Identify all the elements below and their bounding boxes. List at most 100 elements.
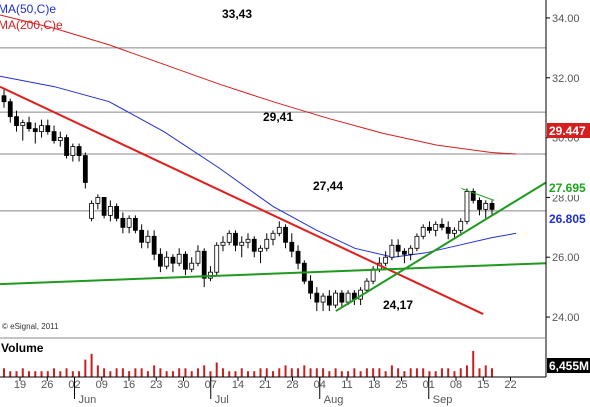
candle-body xyxy=(158,253,163,267)
candle-body xyxy=(370,268,376,282)
volume-bar xyxy=(21,368,24,377)
volume-badge-label: 6,455M xyxy=(549,359,589,373)
price-badges: 29.447 27.695 26.805 xyxy=(547,123,590,226)
volume-bar xyxy=(447,368,450,377)
day-label: 15 xyxy=(477,379,489,391)
volume-badge-bg xyxy=(547,358,590,373)
ma200-line xyxy=(0,14,517,155)
volume-bar xyxy=(134,368,137,377)
candle-body xyxy=(408,247,414,255)
candle-body xyxy=(420,226,426,237)
candle-body xyxy=(101,197,107,216)
volume-bar xyxy=(165,371,168,377)
volume-bar xyxy=(365,368,368,377)
candle-body xyxy=(483,202,489,210)
day-label: 25 xyxy=(395,379,407,391)
price-badge-label: 29.447 xyxy=(549,124,586,138)
volume-bar xyxy=(322,368,325,377)
trendline-2 xyxy=(335,181,547,312)
candle-body xyxy=(264,238,270,249)
candle-body xyxy=(433,223,439,231)
candle-body xyxy=(458,220,464,231)
candle-body xyxy=(414,235,420,249)
candle-body xyxy=(258,247,263,252)
price-tick-label: 28.00 xyxy=(552,192,580,204)
day-label: 11 xyxy=(341,379,352,391)
volume-bar xyxy=(65,368,68,377)
volume-bar xyxy=(247,371,249,377)
candle-body xyxy=(139,229,145,243)
candle-body xyxy=(64,137,69,156)
volume-bar xyxy=(140,368,143,377)
level-labels: 33,43 29,41 27,44 24,17 xyxy=(222,7,413,312)
day-label: 19 xyxy=(14,379,26,391)
price-badge-label: 27.695 xyxy=(549,181,586,195)
volume-bar xyxy=(28,371,31,377)
candle-body xyxy=(20,122,26,127)
copyright-label: © eSignal, 2011 xyxy=(2,322,59,331)
time-axis: 19 26 02 09 16 23 30 07 14 21 28 04 11 18 25 01 08 15 22Ju… xyxy=(0,376,546,406)
month-label: Jul xyxy=(215,394,229,406)
volume-bar xyxy=(478,368,481,377)
volume-bar xyxy=(278,368,281,377)
candle-body xyxy=(51,131,57,141)
volume-bar xyxy=(228,371,231,377)
candle-body xyxy=(45,125,51,133)
volume-bar xyxy=(159,368,162,377)
volume-bar xyxy=(372,368,375,377)
candle-body xyxy=(383,256,389,264)
month-label: Jun xyxy=(79,394,97,406)
volume-bar xyxy=(103,368,106,377)
volume-bar xyxy=(109,371,112,377)
day-label: 23 xyxy=(150,379,162,391)
candle-body xyxy=(470,191,476,201)
volume-bar xyxy=(403,371,406,377)
volume-bar xyxy=(309,368,312,377)
candle-body xyxy=(283,226,288,243)
candle-body xyxy=(270,232,276,240)
candle-body xyxy=(395,244,401,252)
volume-bar xyxy=(209,371,212,377)
candle-body xyxy=(389,244,395,258)
volume-bar xyxy=(290,368,293,377)
candle-body xyxy=(489,202,495,210)
month-label: Aug xyxy=(324,394,344,406)
volume-bar xyxy=(46,371,49,377)
volume-bar xyxy=(265,368,268,377)
trendline-3 xyxy=(461,187,495,201)
candle-body xyxy=(402,250,407,255)
volume-bar xyxy=(15,371,18,377)
volume-bar xyxy=(221,368,224,377)
volume-bar xyxy=(178,368,181,377)
volume-bar xyxy=(171,371,174,377)
price-candles xyxy=(1,89,495,312)
volume-bar xyxy=(328,371,331,377)
volume-bar xyxy=(465,365,468,377)
candle-body xyxy=(107,205,113,216)
price-badge-bg xyxy=(547,211,590,226)
price-badge-bg xyxy=(547,180,590,195)
candle-body xyxy=(314,292,320,303)
legend-ma50: MA(50,C)e xyxy=(0,2,56,16)
legend: MA(50,C)e MA(200,C)e © eSignal, 2011 xyxy=(0,2,63,331)
volume-bar xyxy=(272,371,275,377)
volume-bar xyxy=(253,371,256,377)
candle-body xyxy=(164,256,170,267)
candle-body xyxy=(333,292,338,306)
candle-body xyxy=(195,250,201,264)
candle-body xyxy=(32,128,38,133)
candle-body xyxy=(89,202,94,219)
volume-bar xyxy=(284,365,287,377)
volume-bar xyxy=(34,371,37,377)
volume-bar xyxy=(203,365,206,377)
volume-bar xyxy=(96,365,99,377)
candle-body xyxy=(114,205,120,219)
month-label: Sep xyxy=(433,394,453,406)
volume-bar xyxy=(115,368,118,377)
volume-bar xyxy=(359,371,362,377)
candle-body xyxy=(345,292,351,303)
volume-bar xyxy=(353,368,356,377)
candle-body xyxy=(120,217,126,228)
level-label: 33,43 xyxy=(222,7,252,21)
